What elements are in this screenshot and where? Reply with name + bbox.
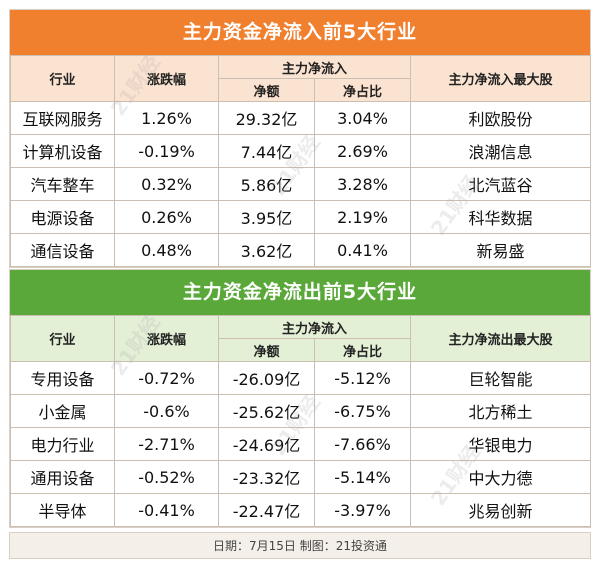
change-cell: 0.26%: [114, 200, 219, 234]
outflow-title: 主力资金净流出前5大行业: [10, 270, 590, 315]
industry-cell: 小金属: [10, 394, 115, 428]
change-cell: -2.71%: [114, 427, 219, 461]
industry-cell: 互联网服务: [10, 101, 115, 135]
stock-cell: 中大力德: [410, 460, 592, 494]
header-net-group: 主力净流入: [217, 55, 412, 79]
change-cell: -0.41%: [114, 493, 219, 527]
table-row: 小金属 -0.6% -25.62亿 -6.75% 北方稀土: [10, 394, 592, 428]
ratio-cell: 0.41%: [313, 233, 412, 267]
header-top-stock: 主力净流入最大股: [410, 55, 592, 102]
ratio-cell: -5.14%: [313, 460, 412, 494]
change-cell: -0.52%: [114, 460, 219, 494]
stock-cell: 利欧股份: [410, 101, 592, 135]
amount-cell: -25.62亿: [218, 394, 315, 428]
table-row: 半导体 -0.41% -22.47亿 -3.97% 兆易创新: [10, 493, 592, 527]
table-row: 通信设备 0.48% 3.62亿 0.41% 新易盛: [10, 233, 592, 267]
stock-cell: 华银电力: [410, 427, 592, 461]
header-industry: 行业: [10, 315, 115, 362]
table-row: 汽车整车 0.32% 5.86亿 3.28% 北汽蓝谷: [10, 167, 592, 201]
header-industry: 行业: [10, 55, 115, 102]
stock-cell: 科华数据: [410, 200, 592, 234]
amount-cell: -22.47亿: [218, 493, 315, 527]
header-change: 涨跌幅: [114, 55, 219, 102]
header-change: 涨跌幅: [114, 315, 219, 362]
inflow-title: 主力资金净流入前5大行业: [10, 10, 590, 55]
change-cell: -0.19%: [114, 134, 219, 168]
amount-cell: 5.86亿: [218, 167, 315, 201]
industry-cell: 计算机设备: [10, 134, 115, 168]
amount-cell: -23.32亿: [218, 460, 315, 494]
industry-cell: 专用设备: [10, 361, 115, 395]
table-row: 电力行业 -2.71% -24.69亿 -7.66% 华银电力: [10, 427, 592, 461]
header-net-amount: 净额: [218, 78, 315, 102]
stock-cell: 浪潮信息: [410, 134, 592, 168]
footer-credit: 日期：7月15日 制图：21投资通: [9, 532, 591, 559]
amount-cell: 3.95亿: [218, 200, 315, 234]
amount-cell: 29.32亿: [218, 101, 315, 135]
stock-cell: 新易盛: [410, 233, 592, 267]
table-row: 通用设备 -0.52% -23.32亿 -5.14% 中大力德: [10, 460, 592, 494]
change-cell: 0.32%: [114, 167, 219, 201]
ratio-cell: -7.66%: [313, 427, 412, 461]
header-net-group: 主力净流入: [217, 315, 412, 339]
industry-cell: 电源设备: [10, 200, 115, 234]
inflow-panel: 主力资金净流入前5大行业 行业 涨跌幅 主力净流入 主力净流入最大股 净额 净占…: [9, 9, 592, 268]
outflow-panel: 主力资金净流出前5大行业 行业 涨跌幅 主力净流入 主力净流出最大股 净额 净占…: [9, 269, 592, 528]
ratio-cell: 2.69%: [313, 134, 412, 168]
stock-cell: 北方稀土: [410, 394, 592, 428]
ratio-cell: 3.04%: [313, 101, 412, 135]
stock-cell: 北汽蓝谷: [410, 167, 592, 201]
header-net-ratio: 净占比: [313, 78, 412, 102]
header-net-amount: 净额: [218, 338, 315, 362]
table-row: 电源设备 0.26% 3.95亿 2.19% 科华数据: [10, 200, 592, 234]
stock-cell: 巨轮智能: [410, 361, 592, 395]
inflow-table: 行业 涨跌幅 主力净流入 主力净流入最大股 净额 净占比 互联网服务 1.26%…: [10, 55, 592, 267]
amount-cell: 3.62亿: [218, 233, 315, 267]
table-row: 专用设备 -0.72% -26.09亿 -5.12% 巨轮智能: [10, 361, 592, 395]
industry-cell: 通用设备: [10, 460, 115, 494]
amount-cell: -26.09亿: [218, 361, 315, 395]
change-cell: -0.72%: [114, 361, 219, 395]
table-row: 计算机设备 -0.19% 7.44亿 2.69% 浪潮信息: [10, 134, 592, 168]
header-top-stock: 主力净流出最大股: [410, 315, 592, 362]
header-net-ratio: 净占比: [313, 338, 412, 362]
industry-cell: 半导体: [10, 493, 115, 527]
ratio-cell: 2.19%: [313, 200, 412, 234]
ratio-cell: -6.75%: [313, 394, 412, 428]
industry-cell: 电力行业: [10, 427, 115, 461]
change-cell: -0.6%: [114, 394, 219, 428]
amount-cell: -24.69亿: [218, 427, 315, 461]
industry-cell: 汽车整车: [10, 167, 115, 201]
stock-cell: 兆易创新: [410, 493, 592, 527]
industry-cell: 通信设备: [10, 233, 115, 267]
ratio-cell: -5.12%: [313, 361, 412, 395]
change-cell: 0.48%: [114, 233, 219, 267]
ratio-cell: 3.28%: [313, 167, 412, 201]
table-row: 互联网服务 1.26% 29.32亿 3.04% 利欧股份: [10, 101, 592, 135]
ratio-cell: -3.97%: [313, 493, 412, 527]
change-cell: 1.26%: [114, 101, 219, 135]
outflow-table: 行业 涨跌幅 主力净流入 主力净流出最大股 净额 净占比 专用设备 -0.72%…: [10, 315, 592, 527]
amount-cell: 7.44亿: [218, 134, 315, 168]
